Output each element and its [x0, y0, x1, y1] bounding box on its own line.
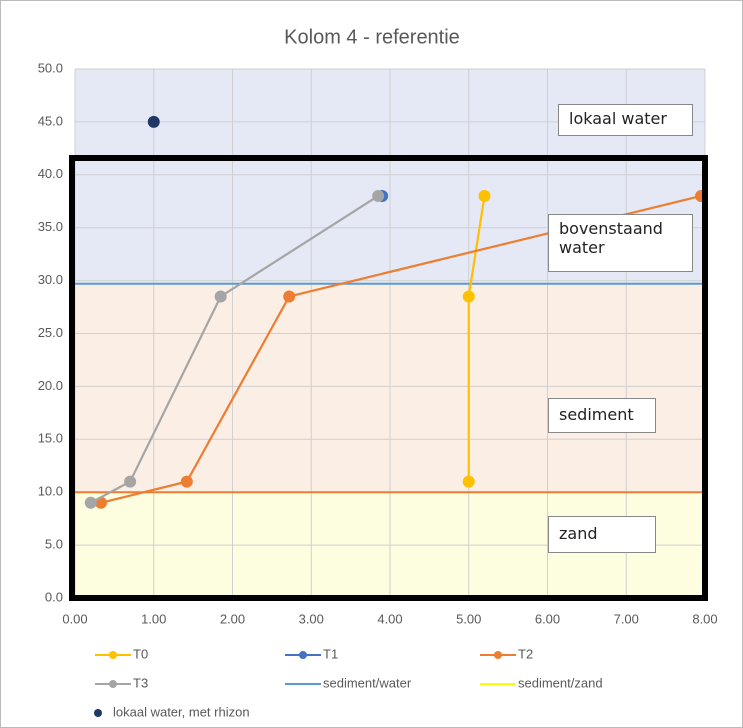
y-tick-label: 45.0	[38, 113, 63, 128]
x-tick-label: 2.00	[220, 611, 245, 626]
y-tick-label: 50.0	[38, 60, 63, 75]
x-tick-label: 0.00	[62, 611, 87, 626]
x-tick-label: 7.00	[614, 611, 639, 626]
legend-marker	[109, 680, 117, 688]
legend-label: sediment/water	[323, 675, 412, 690]
x-tick-label: 1.00	[141, 611, 166, 626]
marker	[124, 475, 137, 488]
y-tick-label: 0.0	[45, 589, 63, 604]
y-tick-label: 20.0	[38, 378, 63, 393]
marker	[147, 115, 160, 128]
x-tick-label: 8.00	[692, 611, 717, 626]
marker	[478, 189, 491, 202]
legend-marker	[494, 651, 502, 659]
y-tick-label: 25.0	[38, 325, 63, 340]
annotation: lokaal water	[558, 104, 693, 136]
x-tick-label: 6.00	[535, 611, 560, 626]
chart-title: Kolom 4 - referentie	[284, 26, 460, 48]
legend-label: sediment/zand	[518, 675, 603, 690]
marker	[283, 290, 296, 303]
y-tick-label: 30.0	[38, 272, 63, 287]
marker	[180, 475, 193, 488]
frame	[69, 155, 708, 601]
annotation: bovenstaand water	[548, 214, 693, 272]
y-tick-label: 15.0	[38, 431, 63, 446]
legend-label: lokaal water, met rhizon	[113, 704, 250, 719]
legend-label: T0	[133, 646, 148, 661]
y-tick-label: 35.0	[38, 219, 63, 234]
marker	[462, 475, 475, 488]
legend-marker	[299, 651, 307, 659]
marker	[372, 189, 385, 202]
x-tick-label: 4.00	[377, 611, 402, 626]
series-line	[90, 195, 379, 504]
series-line	[100, 194, 702, 504]
y-tick-label: 5.0	[45, 537, 63, 552]
marker	[462, 290, 475, 303]
x-tick-label: 5.00	[456, 611, 481, 626]
legend-marker	[94, 709, 102, 717]
annotation: zand	[548, 516, 656, 553]
legend-label: T1	[323, 646, 338, 661]
legend-label: T2	[518, 646, 533, 661]
legend-marker	[109, 651, 117, 659]
annotation: sediment	[548, 398, 656, 433]
marker	[214, 290, 227, 303]
x-tick-label: 3.00	[299, 611, 324, 626]
marker	[84, 496, 97, 509]
y-tick-label: 40.0	[38, 166, 63, 181]
y-tick-label: 10.0	[38, 484, 63, 499]
legend-label: T3	[133, 675, 148, 690]
